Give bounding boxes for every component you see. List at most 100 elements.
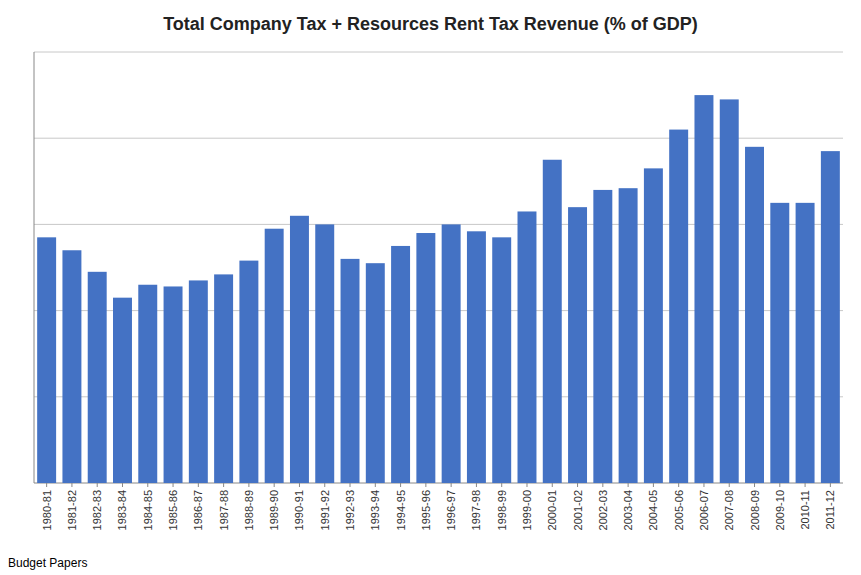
x-tick-label: 1988-89 (243, 490, 255, 530)
x-tick (678, 483, 679, 487)
x-tick-label: 1997-98 (470, 490, 482, 530)
bar (644, 168, 663, 483)
x-tick (501, 483, 502, 487)
x-tick (526, 483, 527, 487)
x-tick-label: 2010-11 (799, 490, 811, 530)
x-tick (223, 483, 224, 487)
x-tick-label: 2000-01 (546, 490, 558, 530)
x-tick (628, 483, 629, 487)
x-tick-label: 2005-06 (673, 490, 685, 530)
x-tick-label: 1983-84 (116, 490, 128, 530)
x-tick-label: 1987-88 (218, 490, 230, 530)
x-tick-label: 1981-82 (66, 490, 78, 530)
bar (189, 280, 208, 483)
x-tick (425, 483, 426, 487)
x-tick-label: 1991-92 (319, 490, 331, 530)
bar (416, 233, 435, 483)
x-tick (552, 483, 553, 487)
bar (492, 237, 511, 483)
bar (88, 272, 107, 483)
x-tick-label: 2004-05 (647, 490, 659, 530)
bars (37, 95, 840, 483)
x-tick (46, 483, 47, 487)
chart-title: Total Company Tax + Resources Rent Tax R… (163, 14, 698, 34)
bar (113, 298, 132, 483)
x-tick (400, 483, 401, 487)
bar (669, 130, 688, 483)
x-tick-label: 1984-85 (142, 490, 154, 530)
bar (239, 261, 258, 483)
bar (37, 237, 56, 483)
source-note: Budget Papers (8, 556, 87, 570)
x-tick (350, 483, 351, 487)
bar (821, 151, 840, 483)
x-tick (173, 483, 174, 487)
x-tick-label: 2007-08 (723, 490, 735, 530)
x-tick-label: 1993-94 (369, 490, 381, 530)
x-tick-label: 1985-86 (167, 490, 179, 530)
x-tick (198, 483, 199, 487)
x-tick-label: 2003-04 (622, 490, 634, 530)
x-tick (375, 483, 376, 487)
x-tick (779, 483, 780, 487)
x-tick-label: 2009-10 (774, 490, 786, 530)
x-tick-label: 2008-09 (749, 490, 761, 530)
x-tick (324, 483, 325, 487)
x-tick-label: 1980-81 (41, 490, 53, 530)
x-axis: 1980-81 1981-82 1982-83 1983-84 1984-85 1985-… (41, 483, 837, 530)
x-tick-label: 1998-99 (496, 490, 508, 530)
x-tick (602, 483, 603, 487)
x-tick-label: 1994-95 (395, 490, 407, 530)
x-tick (729, 483, 730, 487)
x-tick-label: 2001-02 (572, 490, 584, 530)
bar (568, 207, 587, 483)
bar (164, 286, 183, 483)
bar (290, 216, 309, 483)
x-tick (71, 483, 72, 487)
x-tick (830, 483, 831, 487)
bar (694, 95, 713, 483)
x-tick (703, 483, 704, 487)
x-tick (653, 483, 654, 487)
x-tick (274, 483, 275, 487)
x-tick-label: 1999-00 (521, 490, 533, 530)
bar (138, 285, 157, 483)
bar (265, 229, 284, 483)
bar (467, 231, 486, 483)
bar (341, 259, 360, 483)
x-tick (147, 483, 148, 487)
grid-line (34, 52, 843, 53)
bar (619, 188, 638, 483)
x-tick (754, 483, 755, 487)
bar (720, 99, 739, 483)
bar (62, 250, 81, 483)
chart-svg: Total Company Tax + Resources Rent Tax R… (0, 0, 861, 575)
bar (543, 160, 562, 483)
bar (796, 203, 815, 483)
bar (391, 246, 410, 483)
bar (745, 147, 764, 483)
bar (315, 224, 334, 483)
y-axis-line (34, 52, 35, 483)
x-tick-label: 2002-03 (597, 490, 609, 530)
x-tick-label: 2006-07 (698, 490, 710, 530)
chart-container: Total Company Tax + Resources Rent Tax R… (0, 0, 861, 575)
bar (593, 190, 612, 483)
bar (518, 211, 537, 483)
x-tick (476, 483, 477, 487)
x-tick-label: 1986-87 (192, 490, 204, 530)
x-tick (577, 483, 578, 487)
x-tick-label: 2011-12 (824, 490, 836, 530)
x-tick (805, 483, 806, 487)
x-tick (248, 483, 249, 487)
x-tick-label: 1995-96 (420, 490, 432, 530)
x-tick (122, 483, 123, 487)
bar (442, 224, 461, 483)
x-tick-label: 1990-91 (293, 490, 305, 530)
x-tick-label: 1992-93 (344, 490, 356, 530)
x-tick-label: 1996-97 (445, 490, 457, 530)
x-tick-label: 1982-83 (91, 490, 103, 530)
bar (214, 274, 233, 483)
x-tick (451, 483, 452, 487)
x-tick (97, 483, 98, 487)
